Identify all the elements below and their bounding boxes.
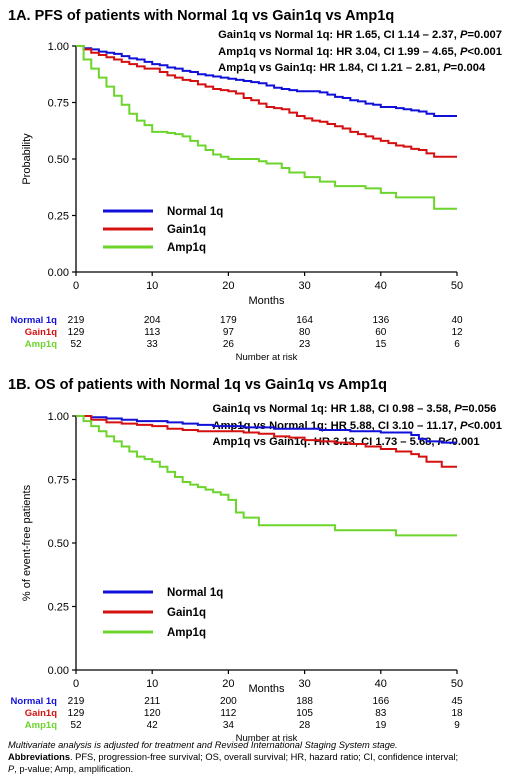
panel-b-legend-label-gain1q: Gain1q: [167, 607, 206, 619]
panel-a-x-axis-label: Months: [248, 295, 285, 307]
panel-a-risk-value: 26: [223, 339, 235, 350]
panel-a-x-tick-label: 50: [451, 280, 463, 292]
panel-b-risk-value: 19: [375, 720, 387, 731]
panel-a-risk-value: 129: [68, 327, 85, 338]
panel-a-x-tick-label: 40: [375, 280, 387, 292]
panel-b-risk-row-label-amp1q: Amp1q: [25, 720, 57, 731]
panel-a-risk-value: 60: [375, 327, 387, 338]
panel-b-risk-value: 42: [147, 720, 159, 731]
panel-b-risk-value: 83: [375, 708, 387, 719]
panel-a-y-tick-label: 0.25: [48, 211, 69, 223]
panel-b-chart: 0.00 0.25 0.50 0.75 1.00 0 10 20 30 40 50 Months % o…: [11, 411, 464, 744]
panel-b-risk-value: 34: [223, 720, 235, 731]
panel-b-y-tick-label: 0.75: [48, 475, 69, 487]
panel-b-risk-value: 112: [220, 708, 236, 719]
panel-b-legend-label-normal-1q: Normal 1q: [167, 587, 223, 599]
panel-a-stats: Gain1q vs Normal 1q: HR 1.65, CI 1.14 – …: [218, 27, 502, 77]
panel-b-risk-value: 129: [68, 708, 85, 719]
panel-a-series-amp1q: [76, 45, 457, 210]
panel-a-risk-row-label-amp1q: Amp1q: [25, 339, 57, 350]
panel-a-stat-2: Amp1q vs Normal 1q: HR 3.04, CI 1.99 – 4…: [218, 45, 502, 58]
panel-a-chart: 0.00 0.25 0.50 0.75 1.00 0 10 20 30 40 50 Months Pro…: [11, 41, 464, 363]
panel-a-y-tick-label: 0.75: [48, 98, 69, 110]
panel-a-stat-3: Amp1q vs Gain1q: HR 1.84, CI 1.21 – 2.81…: [218, 62, 486, 74]
panel-b-risk-value: 188: [296, 696, 313, 707]
panel-a-y-axis-label: Probability: [21, 133, 33, 185]
panel-a-risk-value: 12: [451, 327, 463, 338]
panel-b-risk-value: 28: [299, 720, 311, 731]
panel-a-x-tick-label: 0: [73, 280, 79, 292]
panel-b-risk-row-label-normal-1q: Normal 1q: [11, 696, 58, 707]
panel-a-series-normal-1q: [76, 45, 457, 118]
panel-a-x-tick-label: 10: [146, 280, 158, 292]
panel-b-y-tick-label: 0.25: [48, 602, 69, 614]
panel-a-y-tick-label: 0.50: [48, 154, 69, 166]
panel-b-x-axis-label: Months: [248, 683, 285, 695]
panel-b-y-axis-label: % of event-free patients: [21, 484, 33, 601]
panel-a-series-gain1q: [76, 45, 457, 158]
panel-b-y-tick-label: 0.50: [48, 538, 69, 550]
footnote-adjustment: Multivariate analysis is adjusted for tr…: [8, 740, 398, 750]
panel-a-y-tick-label: 0.00: [48, 267, 69, 279]
panel-b-x-tick-label: 30: [298, 678, 310, 690]
panel-b-risk-value: 18: [451, 708, 463, 719]
panel-a-risk-value: 219: [68, 315, 85, 326]
panel-a-risk-value: 33: [147, 339, 159, 350]
panel-b-title: 1B. OS of patients with Normal 1q vs Gai…: [8, 377, 387, 393]
panel-b-y-tick-label: 1.00: [48, 411, 69, 423]
panel-b-x-tick-label: 40: [375, 678, 387, 690]
panel-a-legend-label-normal-1q: Normal 1q: [167, 206, 223, 218]
panel-a-risk-value: 15: [375, 339, 387, 350]
panel-a-risk-value: 136: [372, 315, 389, 326]
panel-b-series-gain1q: [76, 415, 457, 468]
panel-b-risk-value: 9: [454, 720, 460, 731]
panel-a-risk-value: 204: [144, 315, 161, 326]
panel-b-risk-value: 166: [372, 696, 389, 707]
panel-a-title: 1A. PFS of patients with Normal 1q vs Ga…: [8, 8, 395, 24]
panel-a-risk-value: 164: [296, 315, 313, 326]
panel-b-risk-value: 105: [296, 708, 313, 719]
panel-a-legend-label-amp1q: Amp1q: [167, 242, 206, 254]
panel-b-risk-value: 219: [68, 696, 85, 707]
panel-b-risk-title: Number at risk: [236, 733, 298, 744]
panel-a-risk-row-label-gain1q: Gain1q: [25, 327, 57, 338]
panel-a-risk-value: 97: [223, 327, 235, 338]
panel-b-risk-value: 211: [144, 696, 160, 707]
panel-a-risk-value: 80: [299, 327, 311, 338]
panel-b-legend-label-amp1q: Amp1q: [167, 627, 206, 639]
panel-b-risk-row-label-gain1q: Gain1q: [25, 708, 57, 719]
panel-a-y-tick-label: 1.00: [48, 41, 69, 53]
panel-b-x-tick-label: 10: [146, 678, 158, 690]
panel-a-legend-label-gain1q: Gain1q: [167, 224, 206, 236]
panel-a-risk-row-label-normal-1q: Normal 1q: [11, 315, 58, 326]
footnote: Multivariate analysis is adjusted for tr…: [8, 740, 513, 775]
panel-b-x-tick-label: 0: [73, 678, 79, 690]
panel-a-stat-1: Gain1q vs Normal 1q: HR 1.65, CI 1.14 – …: [218, 29, 502, 41]
footnote-abbreviations: Abbreviations. PFS, progression-free sur…: [8, 751, 459, 774]
panel-b-stat-1: Gain1q vs Normal 1q: HR 1.88, CI 0.98 – …: [212, 403, 497, 415]
panel-a-risk-value: 52: [70, 339, 82, 350]
panel-a-risk-title: Number at risk: [236, 352, 298, 363]
panel-a-risk-value: 179: [220, 315, 237, 326]
panel-a-risk-value: 23: [299, 339, 311, 350]
panel-a-risk-value: 6: [454, 339, 460, 350]
panel-b-risk-value: 200: [220, 696, 237, 707]
panel-b-series-normal-1q: [76, 415, 457, 444]
panel-b-y-tick-label: 0.00: [48, 665, 69, 677]
panel-b-risk-value: 45: [451, 696, 463, 707]
panel-b-risk-value: 120: [144, 708, 161, 719]
panel-a-risk-value: 40: [451, 315, 463, 326]
panel-b-series-amp1q: [76, 415, 457, 537]
panel-a-x-tick-label: 20: [222, 280, 234, 292]
panel-a-risk-value: 113: [144, 327, 160, 338]
panel-b-risk-value: 52: [70, 720, 82, 731]
panel-b-x-tick-label: 50: [451, 678, 463, 690]
panel-a-x-tick-label: 30: [298, 280, 310, 292]
panel-b-x-tick-label: 20: [222, 678, 234, 690]
